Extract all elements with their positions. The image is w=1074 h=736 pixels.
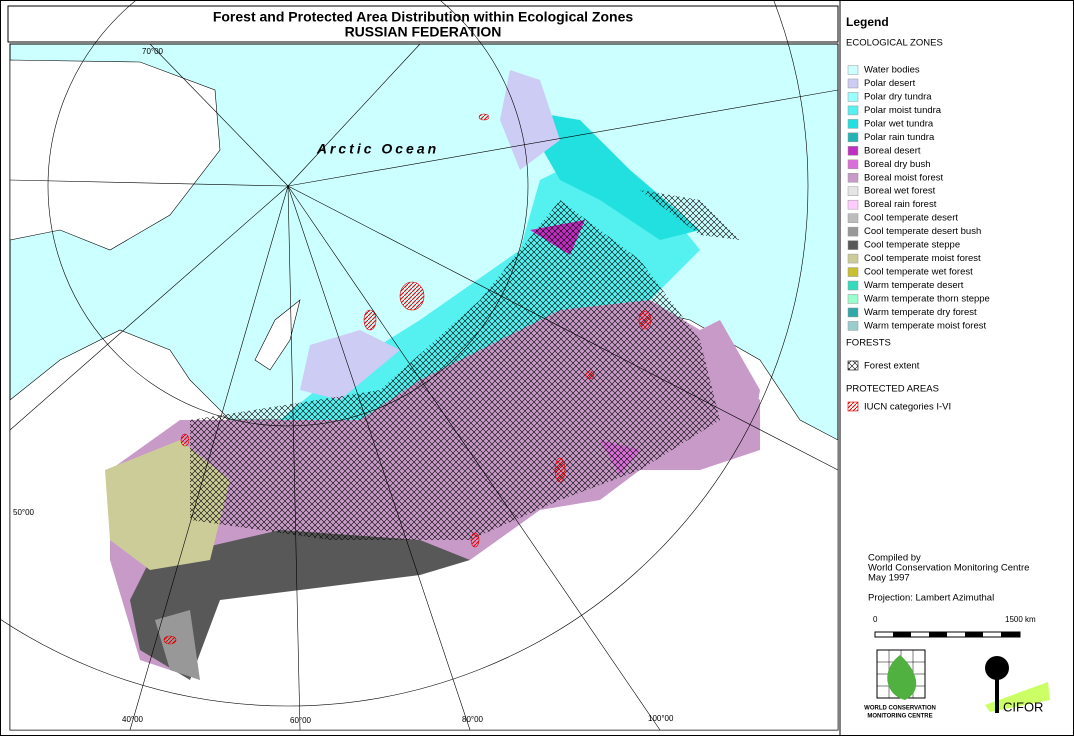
graticule-label: 80°00 [462,715,484,724]
forest-extent [640,190,740,240]
legend-swatch [847,132,859,143]
legend-swatch [847,92,859,102]
legend-swatch [847,307,859,318]
legend-item: IUCN categories I-VI [864,402,951,413]
legend-heading: ECOLOGICAL ZONES [846,38,943,49]
legend-item: Cool temperate steppe [864,240,960,251]
credits: Compiled by World Conservation Monitorin… [864,553,1050,720]
graticule-label: 50°00 [13,508,35,517]
legend-item: Boreal desert [864,145,921,156]
legend-swatch [847,240,859,250]
forest-extent [190,200,720,540]
legend-item: Polar desert [864,78,916,89]
legend-item: Polar dry tundra [864,91,932,102]
legend-swatch [847,159,859,170]
cifor-logo [985,656,1009,680]
scale-bar [893,632,1020,637]
legend-swatch [847,267,859,277]
legend-swatch [847,280,859,291]
legend-swatch [847,321,859,331]
legend-heading: PROTECTED AREAS [846,384,939,395]
legend-item: Boreal dry bush [864,159,931,170]
legend-swatch [847,186,859,196]
graticule-label: 40°00 [122,715,144,724]
legend-swatch [847,360,859,371]
map: Arctic Ocean 70°00 50°00 40°00 60°00 80°… [0,0,839,731]
legend-item: Warm temperate dry forest [864,307,977,318]
credit-line: Compiled by [868,553,921,564]
zone-area [300,330,400,400]
legend-item: Cool temperate moist forest [864,253,981,264]
legend-swatch [847,78,859,89]
legend: Legend ECOLOGICAL ZONES FORESTS Forest e… [846,15,990,412]
legend-item: Cool temperate wet forest [864,267,973,278]
legend-item: Polar rain tundra [864,132,935,143]
credit-line: May 1997 [868,573,910,584]
legend-item: Polar wet tundra [864,118,934,129]
legend-item: Warm temperate moist forest [864,320,986,331]
greenland [9,59,221,251]
ocean-label: Arctic Ocean [316,141,439,157]
legend-item: Cool temperate desert [864,213,958,224]
title-box [7,5,839,43]
zone-area [155,610,200,680]
legend-item: Boreal moist forest [864,172,944,183]
legend-item: Polar moist tundra [864,105,942,116]
protected-areas [163,113,652,645]
title: Forest and Protected Area Distribution w… [213,9,634,25]
legend-swatch [847,226,859,237]
legend-item: Warm temperate thorn steppe [864,294,990,305]
zone-area [520,110,700,240]
subtitle: RUSSIAN FEDERATION [345,24,502,40]
scale-label: 1500 km [1005,615,1036,624]
island [254,299,301,371]
legend-heading: FORESTS [846,338,891,349]
legend-swatch [847,146,859,156]
legend-swatch [847,173,859,183]
legend-swatch [847,105,859,116]
legend-title: Legend [846,15,889,29]
zone-area [500,70,560,170]
legend-swatch [847,253,859,264]
graticule-label: 60°00 [290,716,312,725]
legend-item: Boreal rain forest [864,199,937,210]
scale-label: 0 [873,615,878,624]
logo-text: MONITORING CENTRE [867,714,932,720]
legend-swatch [847,199,859,210]
cifor-logo [995,675,999,713]
legend-item: Boreal wet forest [864,186,936,197]
projection: Projection: Lambert Azimuthal [868,593,994,604]
legend-item: Water bodies [864,65,920,76]
legend-swatch [847,294,859,304]
logo-text: WORLD CONSERVATION [864,706,936,712]
cifor-logo [985,682,1050,712]
zone-area [130,530,470,680]
wcmc-logo [887,655,917,700]
legend-swatch [847,65,859,75]
cifor-text: CIFOR [1003,699,1043,714]
legend-swatch [847,213,859,223]
legend-swatch [847,401,859,412]
graticule-label: 100°00 [648,714,674,723]
legend-item: Cool temperate desert bush [864,226,981,237]
legend-item: Forest extent [864,361,920,372]
legend-swatch [847,119,859,129]
legend-item: Warm temperate desert [864,280,964,291]
credit-line: World Conservation Monitoring Centre [868,563,1029,574]
graticule-label: 70°00 [142,47,164,56]
